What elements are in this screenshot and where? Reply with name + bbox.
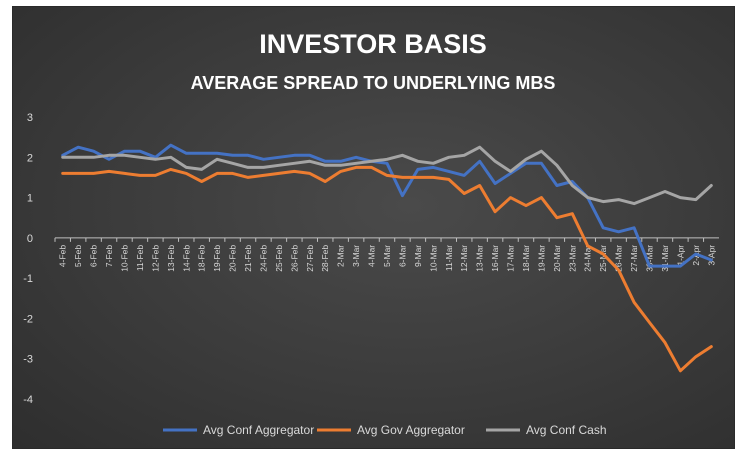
x-tick-label: 18-Feb [197, 245, 207, 272]
x-tick-label: 14-Feb [181, 245, 191, 272]
series-line-avg-conf-cash [61, 145, 713, 206]
x-tick-label: 10-Feb [119, 245, 129, 272]
x-tick-label: 31-Mar [660, 245, 670, 272]
y-tick-label: 0 [27, 233, 33, 245]
x-tick-label: 24-Mar [583, 245, 593, 272]
x-tick-label: 17-Mar [506, 245, 516, 272]
x-tick-label: 6-Feb [89, 245, 99, 267]
series-line-avg-conf-aggregator [61, 143, 713, 268]
x-tick-label: 3-Mar [351, 245, 361, 267]
x-tick-label: 26-Mar [614, 245, 624, 272]
x-tick-label: 4-Feb [58, 245, 68, 267]
x-tick-label: 19-Feb [212, 245, 222, 272]
x-tick-label: 13-Mar [475, 245, 485, 272]
x-tick-label: 10-Mar [428, 245, 438, 272]
series-group [61, 143, 713, 373]
line-chart: INVESTOR BASIS AVERAGE SPREAD TO UNDERLY… [23, 29, 719, 437]
x-tick-label: 18-Mar [521, 245, 531, 272]
x-tick-label: 6-Mar [397, 245, 407, 267]
x-tick-label: 13-Feb [166, 245, 176, 272]
x-tick-label: 20-Feb [228, 245, 238, 272]
chart-title: INVESTOR BASIS [259, 29, 487, 59]
x-tick-label: 2-Mar [336, 245, 346, 267]
x-tick-label: 20-Mar [552, 245, 562, 272]
y-tick-label: 2 [27, 152, 33, 164]
legend: Avg Conf Aggregator Avg Gov Aggregator Avg… [163, 423, 607, 437]
y-tick-label: 1 [27, 193, 33, 205]
x-tick-label: 7-Feb [104, 245, 114, 267]
x-tick-label: 4-Mar [367, 245, 377, 267]
x-tick-label: 16-Mar [490, 245, 500, 272]
x-axis: 4-Feb 5-Feb 6-Feb 7-Feb 10-Feb 11-Feb 12-Feb 13… [54, 237, 719, 272]
x-tick-label: 24-Feb [258, 245, 268, 272]
y-axis: 3 2 1 0 -1 -2 -3 -4 [23, 112, 33, 406]
x-tick-label: 1-Apr [675, 245, 685, 266]
legend-entry: Avg Gov Aggregator [357, 423, 465, 437]
y-tick-label: -4 [23, 394, 33, 406]
x-tick-label: 23-Mar [567, 245, 577, 272]
series-line-avg-gov-aggregator [61, 165, 713, 373]
x-tick-label: 11-Mar [444, 245, 454, 271]
y-tick-label: 3 [27, 112, 33, 124]
x-tick-label: 28-Feb [320, 245, 330, 272]
x-tick-label: 5-Feb [73, 245, 83, 267]
x-tick-label: 27-Feb [305, 245, 315, 272]
x-tick-label: 12-Feb [150, 245, 160, 272]
chart-subtitle: AVERAGE SPREAD TO UNDERLYING MBS [191, 73, 556, 93]
legend-entry: Avg Conf Cash [526, 423, 607, 437]
x-tick-label: 19-Mar [536, 245, 546, 272]
x-tick-label: 30-Mar [645, 245, 655, 272]
x-tick-label: 12-Mar [459, 245, 469, 272]
x-tick-label: 25-Mar [598, 245, 608, 272]
y-tick-label: -2 [23, 313, 33, 325]
x-tick-label: 25-Feb [274, 245, 284, 272]
x-tick-label: 5-Mar [382, 245, 392, 267]
y-tick-label: -1 [23, 273, 33, 285]
x-tick-label: 11-Feb [135, 245, 145, 272]
legend-entry: Avg Conf Aggregator [203, 423, 314, 437]
x-tick-label: 3-Apr [706, 245, 716, 266]
y-tick-label: -3 [23, 354, 33, 366]
x-tick-label: 9-Mar [413, 245, 423, 267]
x-tick-label: 27-Mar [629, 245, 639, 272]
x-tick-label: 26-Feb [289, 245, 299, 272]
x-tick-label: 21-Feb [243, 245, 253, 272]
chart-area: INVESTOR BASIS AVERAGE SPREAD TO UNDERLY… [12, 6, 735, 449]
